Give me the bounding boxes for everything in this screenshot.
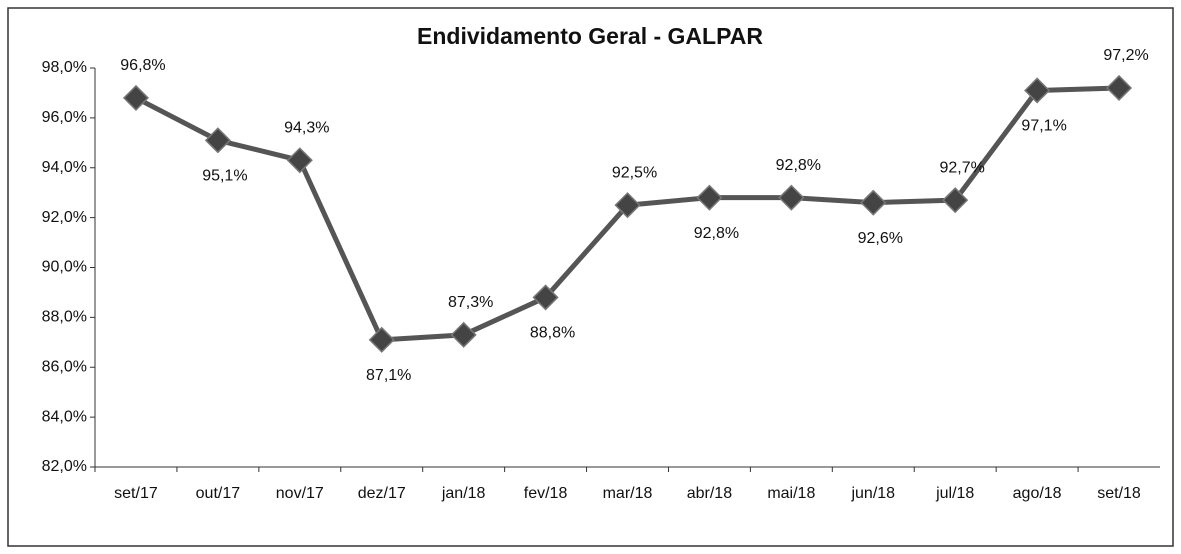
x-tick-label: jul/18 [935, 485, 974, 502]
chart-frame [7, 7, 1174, 547]
y-tick-label: 82,0% [42, 458, 87, 475]
data-label: 92,5% [612, 164, 657, 181]
marker [368, 326, 395, 353]
marker [122, 84, 150, 111]
x-tick-label: mai/18 [767, 485, 815, 502]
x-tick-label: out/17 [196, 485, 241, 502]
y-tick-label: 90,0% [42, 259, 87, 276]
marker [696, 184, 723, 211]
marker [778, 184, 805, 211]
data-label: 92,7% [940, 159, 985, 176]
marker [860, 189, 887, 216]
data-label: 94,3% [284, 119, 329, 136]
y-tick-label: 84,0% [42, 408, 87, 425]
chart-title: Endividamento Geral - GALPAR [417, 23, 763, 49]
marker [532, 284, 559, 311]
data-label: 96,8% [120, 57, 165, 74]
marker [614, 192, 641, 219]
y-tick-label: 94,0% [42, 159, 87, 176]
marker [286, 147, 313, 174]
data-label: 92,8% [694, 225, 739, 242]
y-tick-label: 98,0% [42, 59, 87, 76]
x-tick-label: nov/17 [276, 485, 324, 502]
data-label: 97,2% [1103, 47, 1148, 64]
data-label: 87,1% [366, 367, 411, 384]
x-tick-label: set/17 [114, 485, 158, 502]
data-label: 95,1% [202, 168, 247, 185]
x-tick-label: dez/17 [358, 485, 406, 502]
x-tick-label: jan/18 [441, 485, 486, 502]
x-tick-label: mar/18 [603, 485, 653, 502]
data-label: 87,3% [448, 294, 493, 311]
marker [450, 321, 477, 348]
x-tick-label: fev/18 [524, 485, 568, 502]
x-tick-label: set/18 [1097, 485, 1141, 502]
marker [1024, 77, 1051, 104]
marker [1105, 74, 1133, 102]
x-tick-label: abr/18 [687, 485, 732, 502]
y-tick-label: 88,0% [42, 309, 87, 326]
y-tick-label: 86,0% [42, 358, 87, 375]
data-label: 97,1% [1021, 118, 1066, 135]
x-tick-label: jun/18 [850, 485, 895, 502]
data-label: 88,8% [530, 325, 575, 342]
data-label: 92,8% [776, 157, 821, 174]
marker [942, 187, 969, 214]
y-tick-label: 96,0% [42, 109, 87, 126]
data-label: 92,6% [858, 230, 903, 247]
x-tick-label: ago/18 [1013, 485, 1062, 502]
y-tick-label: 92,0% [42, 209, 87, 226]
marker [204, 127, 231, 154]
